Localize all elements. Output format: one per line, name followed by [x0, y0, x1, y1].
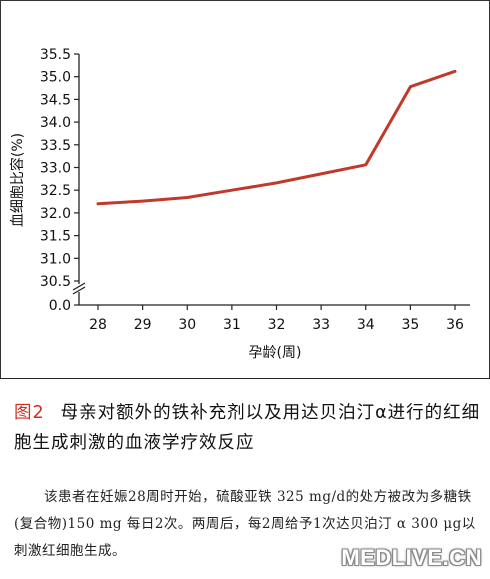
- x-tick-label: 31: [223, 317, 241, 333]
- y-tick-label: 33.0: [40, 161, 71, 177]
- x-tick-label: 30: [178, 317, 196, 333]
- y-tick-label: 31.0: [40, 251, 71, 267]
- figure-label: 图2: [14, 403, 45, 423]
- y-tick-label: 35.5: [40, 47, 71, 63]
- y-axis-label: 血细胞比容(%): [9, 133, 26, 227]
- axis-break-mark: [72, 286, 86, 295]
- watermark-logo: MEDLIVE.CN: [341, 545, 482, 570]
- y-tick-label: 0.0: [49, 298, 71, 314]
- x-tick-labels: 28 29 30 31 32 33 34 35 36: [89, 305, 464, 333]
- y-tick-label: 35.0: [40, 70, 71, 86]
- axis-break-mark: [72, 282, 86, 291]
- series-group: [96, 69, 457, 206]
- x-tick-label: 28: [89, 317, 107, 333]
- x-tick-label: 34: [357, 317, 375, 333]
- chart-axes: [72, 54, 470, 306]
- y-tick-label: 30.5: [40, 274, 71, 290]
- hematocrit-series-line: [96, 69, 457, 206]
- x-axis-label: 孕龄(周): [249, 345, 302, 361]
- y-tick-label: 32.5: [40, 183, 71, 199]
- x-tick-label: 29: [134, 317, 152, 333]
- x-tick-label: 32: [268, 317, 286, 333]
- figure-note: 该患者在妊娠28周时开始，硫酸亚铁 325 mg/d的处方被改为多糖铁(复合物)…: [14, 489, 476, 559]
- y-tick-label: 34.5: [40, 92, 71, 108]
- x-tick-label: 36: [446, 317, 464, 333]
- y-tick-label: 33.5: [40, 138, 71, 154]
- figure-caption: 图2 母亲对额外的铁补充剂以及用达贝泊汀α进行的红细胞生成刺激的血液学疗效反应: [14, 398, 484, 458]
- figure-title: 母亲对额外的铁补充剂以及用达贝泊汀α进行的红细胞生成刺激的血液学疗效反应: [14, 403, 481, 453]
- y-tick-label: 32.0: [40, 206, 71, 222]
- hematocrit-line-chart: 35.5 35.0 34.5 34.0 33.5 33.0 32.5 32.0 31.5 31.0…: [9, 47, 470, 361]
- caption-divider: [0, 378, 490, 379]
- x-tick-label: 33: [312, 317, 330, 333]
- y-tick-label: 31.5: [40, 229, 71, 245]
- x-tick-label: 35: [401, 317, 419, 333]
- y-tick-labels: 35.5 35.0 34.5 34.0 33.5 33.0 32.5 32.0 31.5 31.0…: [40, 47, 79, 314]
- y-tick-label: 34.0: [40, 115, 71, 131]
